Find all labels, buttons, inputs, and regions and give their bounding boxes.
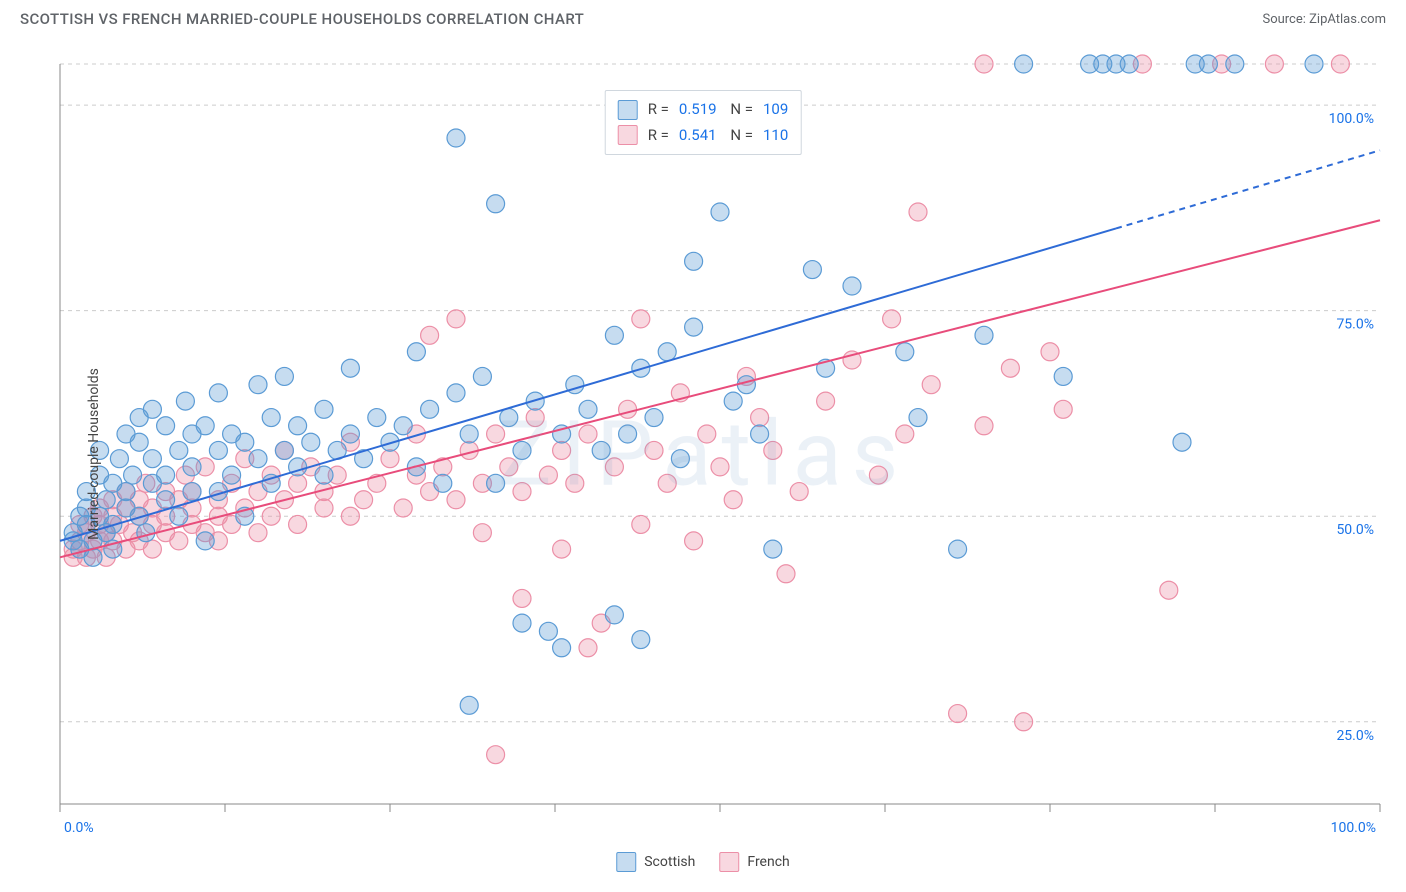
r-label: R = (648, 97, 669, 123)
swatch-scottish (616, 852, 636, 872)
n-value-scottish: 109 (763, 97, 788, 123)
swatch-french (719, 852, 739, 872)
legend-row-scottish: R = 0.519 N = 109 (618, 97, 789, 123)
n-label: N = (727, 123, 753, 149)
legend-item-french: French (719, 852, 789, 872)
svg-text:25.0%: 25.0% (1336, 728, 1374, 744)
swatch-scottish (618, 100, 638, 120)
legend-label-french: French (747, 854, 789, 870)
svg-text:100.0%: 100.0% (1331, 820, 1376, 836)
chart-title: SCOTTISH VS FRENCH MARRIED-COUPLE HOUSEH… (20, 10, 584, 28)
source-link[interactable]: ZipAtlas.com (1309, 12, 1386, 27)
svg-text:50.0%: 50.0% (1336, 522, 1374, 538)
legend-row-french: R = 0.541 N = 110 (618, 123, 789, 149)
n-label: N = (727, 97, 753, 123)
series-legend: Scottish French (616, 852, 790, 872)
legend-item-scottish: Scottish (616, 852, 695, 872)
chart-header: SCOTTISH VS FRENCH MARRIED-COUPLE HOUSEH… (0, 0, 1406, 34)
svg-text:100.0%: 100.0% (1329, 111, 1374, 127)
svg-text:0.0%: 0.0% (64, 820, 94, 836)
source-prefix: Source: (1262, 12, 1309, 27)
svg-text:75.0%: 75.0% (1336, 317, 1374, 333)
r-label: R = (648, 123, 669, 149)
chart-container: Married-couple Households ZIPatlas 25.0%… (0, 34, 1406, 874)
source-attribution: Source: ZipAtlas.com (1262, 12, 1386, 27)
correlation-legend: R = 0.519 N = 109 R = 0.541 N = 110 (605, 90, 802, 155)
legend-label-scottish: Scottish (644, 854, 695, 870)
y-axis-label: Married-couple Households (86, 368, 102, 540)
scatter-chart: 25.0% 50.0% 75.0% 100.0% 0.0% 100.0% (0, 34, 1406, 874)
r-value-french: 0.541 (679, 123, 717, 149)
n-value-french: 110 (763, 123, 788, 149)
r-value-scottish: 0.519 (679, 97, 717, 123)
swatch-french (618, 125, 638, 145)
